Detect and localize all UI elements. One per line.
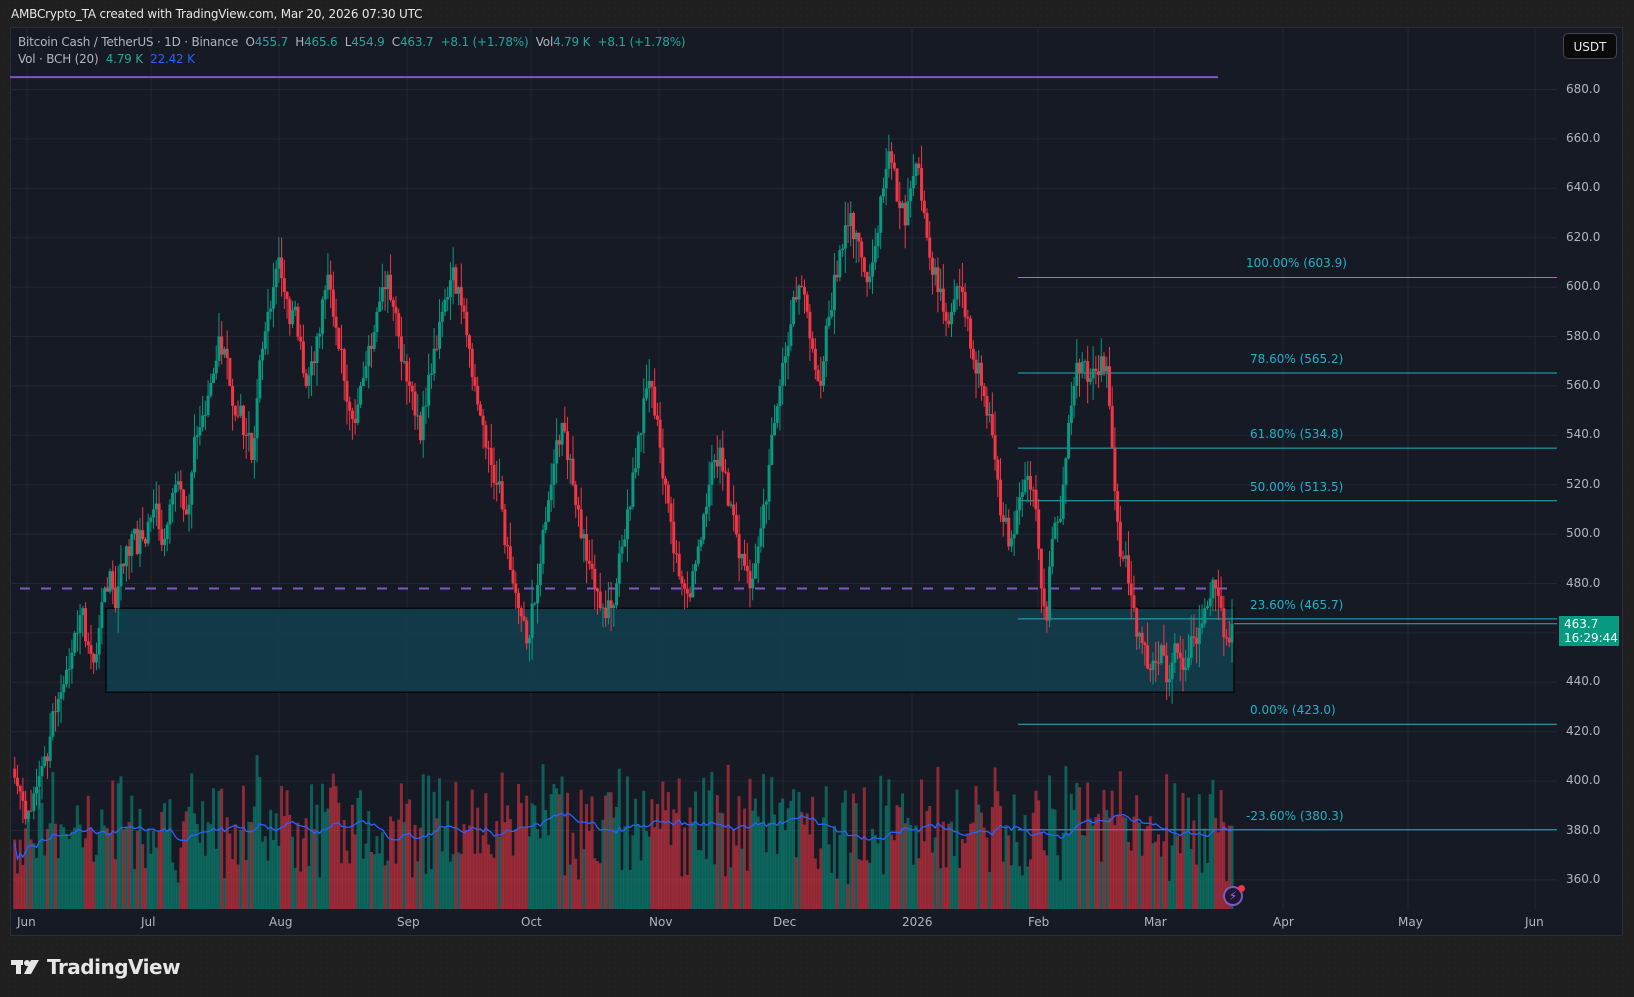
volume-change: +8.1 (+1.78%) — [597, 35, 686, 49]
time-tick-label: Sep — [397, 915, 420, 929]
low-value: 454.9 — [351, 35, 385, 49]
last-price: 463.7 — [1564, 617, 1599, 631]
time-tick-label: Aug — [269, 915, 293, 929]
time-tick-label: Nov — [649, 915, 673, 929]
price-tick-label: 440.0 — [1566, 674, 1601, 689]
time-tick-label: Dec — [773, 915, 797, 929]
flash-alert-button[interactable]: ⚡ — [1223, 885, 1245, 906]
tradingview-brand: TradingView — [47, 955, 181, 979]
notification-dot — [1238, 885, 1245, 892]
price-tick-label: 520.0 — [1566, 476, 1601, 491]
time-tick-label: Jun — [1525, 915, 1544, 929]
time-tick-label: May — [1398, 915, 1423, 929]
high-value: 465.6 — [304, 35, 338, 49]
price-tick-label: 500.0 — [1566, 526, 1601, 541]
volume-value: 4.79 K — [553, 35, 591, 49]
price-tick-label: 600.0 — [1566, 279, 1601, 294]
price-tick-label: 400.0 — [1566, 773, 1601, 788]
currency-button[interactable]: USDT — [1563, 33, 1617, 59]
time-tick-label: Oct — [521, 915, 542, 929]
lightning-icon: ⚡ — [1228, 889, 1238, 903]
price-tick-label: 640.0 — [1566, 180, 1601, 195]
open-value: 455.7 — [254, 35, 289, 49]
fib-level-label: 100.00% (603.9) — [1246, 256, 1347, 271]
ohlc-row: Bitcoin Cash / TetherUS · 1D · Binance O… — [18, 35, 686, 49]
bar-countdown: 16:29:44 — [1564, 631, 1618, 645]
fib-level-label: 61.80% (534.8) — [1250, 427, 1344, 442]
time-tick-label: Feb — [1028, 915, 1050, 929]
price-tick-label: 540.0 — [1566, 427, 1601, 442]
time-tick-label: Jun — [17, 915, 36, 929]
time-tick-label: 2026 — [902, 915, 933, 929]
price-tick-label: 380.0 — [1566, 822, 1601, 837]
time-tick-label: Jul — [141, 915, 156, 929]
price-tick-label: 620.0 — [1566, 229, 1601, 244]
price-tick-label: 420.0 — [1566, 723, 1601, 738]
tradingview-logo[interactable]: TradingView — [11, 955, 181, 979]
volume-indicator-value: 4.79 K — [105, 52, 143, 66]
price-tick-label: 580.0 — [1566, 328, 1601, 343]
fib-level-label: 23.60% (465.7) — [1250, 597, 1344, 612]
chart-legend: Bitcoin Cash / TetherUS · 1D · Binance O… — [18, 34, 686, 68]
fib-level-label: -23.60% (380.3) — [1246, 808, 1344, 823]
volume-indicator-name[interactable]: Vol · BCH (20) — [18, 52, 99, 66]
change-value: +8.1 (+1.78%) — [440, 35, 529, 49]
price-tick-label: 560.0 — [1566, 377, 1601, 392]
last-price-badge: 463.7 16:29:44 — [1559, 616, 1619, 646]
time-tick-label: Mar — [1144, 915, 1167, 929]
symbol-name[interactable]: Bitcoin Cash / TetherUS · 1D · Binance — [18, 35, 239, 49]
price-tick-label: 660.0 — [1566, 130, 1601, 145]
close-value: 463.7 — [399, 35, 434, 49]
fib-level-label: 50.00% (513.5) — [1250, 479, 1344, 494]
fib-level-label: 78.60% (565.2) — [1250, 352, 1344, 367]
fib-level-label: 0.00% (423.0) — [1250, 703, 1336, 718]
price-tick-label: 680.0 — [1566, 81, 1601, 96]
volume-indicator-row: Vol · BCH (20) 4.79 K 22.42 K — [18, 51, 685, 68]
volume-ma-value: 22.42 K — [150, 52, 195, 66]
time-tick-label: Apr — [1273, 915, 1294, 929]
chart-attribution: AMBCrypto_TA created with TradingView.co… — [11, 7, 423, 21]
price-chart[interactable] — [10, 27, 1623, 936]
price-tick-label: 360.0 — [1566, 871, 1601, 886]
tradingview-logo-icon — [11, 960, 39, 974]
price-tick-label: 480.0 — [1566, 575, 1601, 590]
